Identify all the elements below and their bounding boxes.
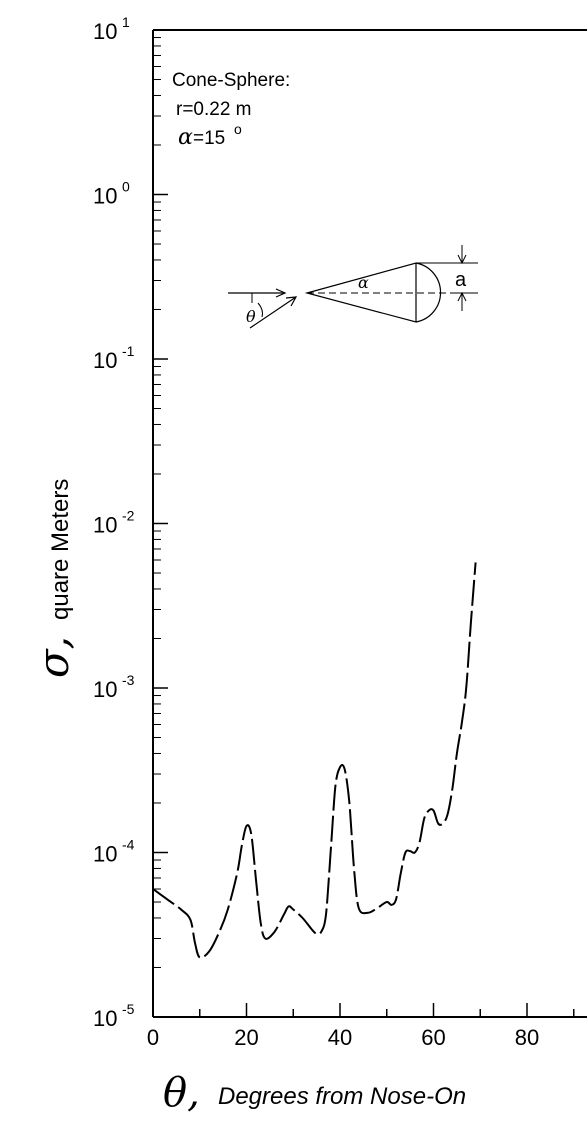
series-line-rcs	[152, 562, 477, 959]
x-tick-labels: 0 20 40 60 80	[147, 1025, 539, 1050]
dim-arrowhead-bottom	[457, 291, 467, 302]
y-tick-label-base: 10	[93, 842, 117, 867]
y-axis-text: quare Meters	[47, 479, 74, 620]
y-axis-label: σ, quare Meters	[29, 479, 78, 678]
annotation-line2: r=0.22 m	[176, 99, 252, 120]
y-tick-labels: 10 1 10 0 10 -1 10 -2 10 -3 10 -4 10 -5	[93, 14, 135, 1031]
theta-label: θ	[246, 307, 256, 326]
incident-angled-arrowhead	[285, 296, 298, 307]
alpha-label: α	[358, 273, 369, 292]
y-tick-label-exp: 1	[122, 14, 130, 30]
y-major-ticks	[153, 29, 168, 1018]
incident-arrowhead	[275, 288, 287, 298]
y-tick-label-exp: -4	[122, 837, 135, 853]
y-tick-label-exp: -3	[122, 672, 135, 688]
cone-sphere-diagram: θ α a	[228, 245, 478, 329]
y-axis-symbol: σ,	[29, 636, 78, 678]
y-tick-label-base: 10	[93, 1006, 117, 1031]
plot-frame	[152, 29, 587, 1018]
annotation-alpha-symbol: α	[178, 125, 193, 150]
y-tick-label-exp: -2	[122, 508, 135, 524]
y-tick-label-exp: 0	[122, 179, 130, 195]
y-minor-ticks	[153, 37, 161, 968]
annotation-alpha-unit: o	[234, 121, 242, 137]
annotation-alpha-value: =15	[193, 128, 225, 149]
y-tick-label-exp: -5	[122, 1001, 135, 1017]
x-tick-label: 80	[515, 1025, 539, 1050]
x-axis-symbol: θ,	[163, 1070, 200, 1116]
annotation: Cone-Sphere: r=0.22 m α =15 o	[172, 70, 290, 150]
cone-outline	[304, 262, 417, 323]
y-tick-label-base: 10	[93, 677, 117, 702]
y-tick-label-base: 10	[93, 348, 117, 373]
x-tick-label: 20	[234, 1025, 258, 1050]
y-tick-label-base: 10	[93, 184, 117, 209]
incident-arrow-angled	[249, 296, 297, 329]
x-ticks	[199, 1003, 575, 1017]
y-tick-label-exp: -1	[122, 343, 135, 359]
x-axis-label: θ, Degrees from Nose-On	[163, 1070, 466, 1116]
y-tick-label-base: 10	[93, 513, 117, 538]
dim-arrowhead-top	[457, 254, 467, 265]
x-tick-label: 60	[421, 1025, 445, 1050]
theta-arc	[257, 302, 263, 318]
x-axis-text: Degrees from Nose-On	[218, 1083, 466, 1110]
annotation-line1: Cone-Sphere:	[172, 70, 290, 91]
x-tick-label: 0	[147, 1025, 159, 1050]
y-tick-label-base: 10	[93, 19, 117, 44]
a-label: a	[455, 269, 467, 291]
x-tick-label: 40	[328, 1025, 352, 1050]
